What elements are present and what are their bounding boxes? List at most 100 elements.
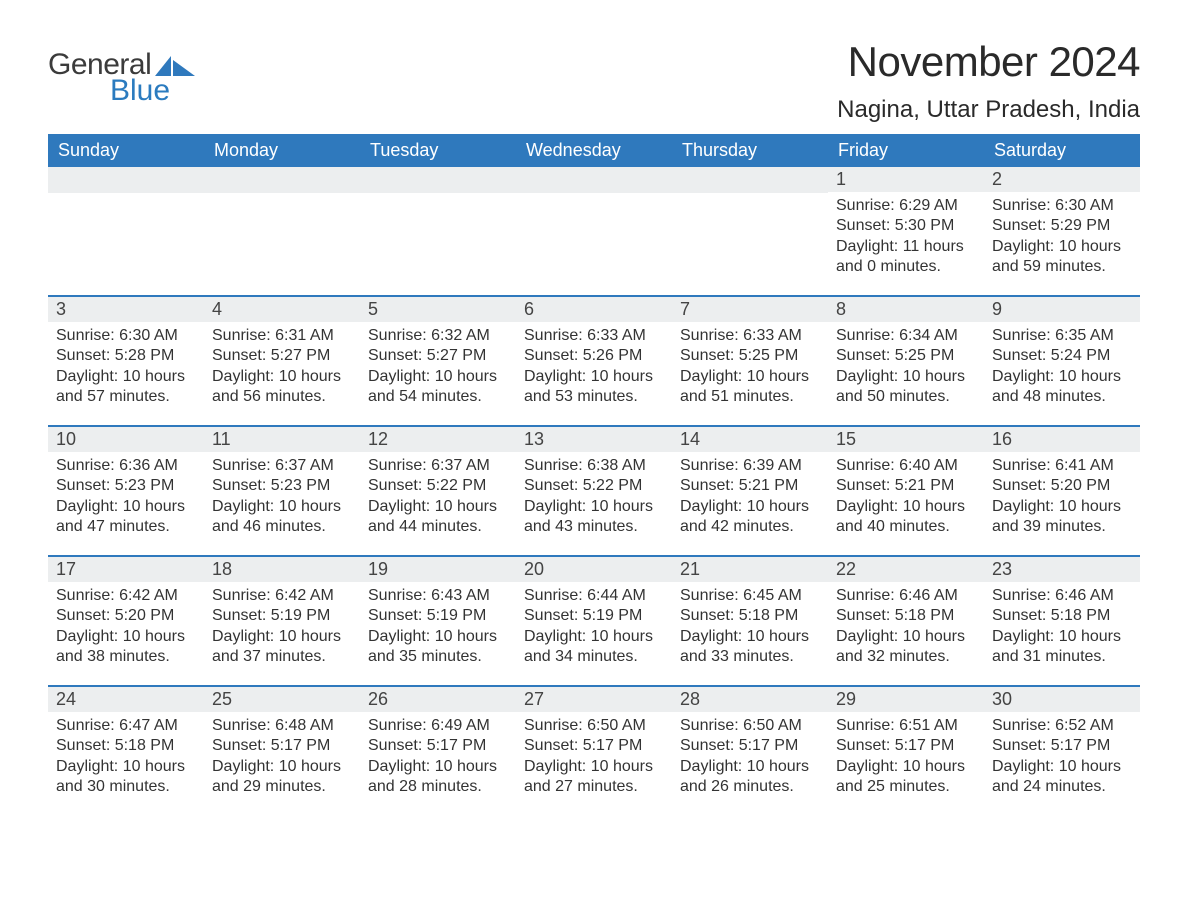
sunset-text: Sunset: 5:26 PM: [524, 346, 664, 366]
sunrise-text: Sunrise: 6:50 AM: [524, 716, 664, 736]
daylight-text: Daylight: 10 hours and 25 minutes.: [836, 757, 976, 798]
daylight-text: Daylight: 10 hours and 53 minutes.: [524, 367, 664, 408]
day-body: Sunrise: 6:33 AMSunset: 5:25 PMDaylight:…: [672, 322, 828, 416]
daylight-text: Daylight: 10 hours and 35 minutes.: [368, 627, 508, 668]
sunrise-text: Sunrise: 6:44 AM: [524, 586, 664, 606]
daylight-text: Daylight: 10 hours and 46 minutes.: [212, 497, 352, 538]
day-cell: 11Sunrise: 6:37 AMSunset: 5:23 PMDayligh…: [204, 427, 360, 555]
sunset-text: Sunset: 5:17 PM: [836, 736, 976, 756]
daylight-text: Daylight: 10 hours and 29 minutes.: [212, 757, 352, 798]
daylight-text: Daylight: 10 hours and 57 minutes.: [56, 367, 196, 408]
weekday-tuesday: Tuesday: [360, 134, 516, 167]
day-body: Sunrise: 6:35 AMSunset: 5:24 PMDaylight:…: [984, 322, 1140, 416]
day-number: 11: [204, 427, 360, 452]
sunset-text: Sunset: 5:22 PM: [524, 476, 664, 496]
day-number: 22: [828, 557, 984, 582]
week-row: 1Sunrise: 6:29 AMSunset: 5:30 PMDaylight…: [48, 167, 1140, 295]
day-number: 8: [828, 297, 984, 322]
sunset-text: Sunset: 5:25 PM: [836, 346, 976, 366]
daylight-text: Daylight: 10 hours and 38 minutes.: [56, 627, 196, 668]
weekday-monday: Monday: [204, 134, 360, 167]
daylight-text: Daylight: 10 hours and 59 minutes.: [992, 237, 1132, 278]
weekday-sunday: Sunday: [48, 134, 204, 167]
day-body: Sunrise: 6:37 AMSunset: 5:23 PMDaylight:…: [204, 452, 360, 546]
logo: General Blue: [48, 48, 195, 108]
daylight-text: Daylight: 10 hours and 30 minutes.: [56, 757, 196, 798]
day-number: 17: [48, 557, 204, 582]
day-cell: 16Sunrise: 6:41 AMSunset: 5:20 PMDayligh…: [984, 427, 1140, 555]
day-number: 28: [672, 687, 828, 712]
empty-day-bar: [516, 167, 672, 193]
sunrise-text: Sunrise: 6:38 AM: [524, 456, 664, 476]
day-body: Sunrise: 6:32 AMSunset: 5:27 PMDaylight:…: [360, 322, 516, 416]
daylight-text: Daylight: 10 hours and 28 minutes.: [368, 757, 508, 798]
sunrise-text: Sunrise: 6:40 AM: [836, 456, 976, 476]
sunrise-text: Sunrise: 6:49 AM: [368, 716, 508, 736]
day-cell: 23Sunrise: 6:46 AMSunset: 5:18 PMDayligh…: [984, 557, 1140, 685]
sunrise-text: Sunrise: 6:46 AM: [836, 586, 976, 606]
day-number: 5: [360, 297, 516, 322]
day-cell: 25Sunrise: 6:48 AMSunset: 5:17 PMDayligh…: [204, 687, 360, 815]
day-cell: 19Sunrise: 6:43 AMSunset: 5:19 PMDayligh…: [360, 557, 516, 685]
day-body: Sunrise: 6:34 AMSunset: 5:25 PMDaylight:…: [828, 322, 984, 416]
weekday-header: Sunday Monday Tuesday Wednesday Thursday…: [48, 134, 1140, 167]
day-cell: 3Sunrise: 6:30 AMSunset: 5:28 PMDaylight…: [48, 297, 204, 425]
sunrise-text: Sunrise: 6:37 AM: [368, 456, 508, 476]
daylight-text: Daylight: 10 hours and 33 minutes.: [680, 627, 820, 668]
sunrise-text: Sunrise: 6:33 AM: [524, 326, 664, 346]
daylight-text: Daylight: 10 hours and 43 minutes.: [524, 497, 664, 538]
day-cell: 20Sunrise: 6:44 AMSunset: 5:19 PMDayligh…: [516, 557, 672, 685]
sunrise-text: Sunrise: 6:34 AM: [836, 326, 976, 346]
day-number: 20: [516, 557, 672, 582]
daylight-text: Daylight: 10 hours and 32 minutes.: [836, 627, 976, 668]
day-body: Sunrise: 6:39 AMSunset: 5:21 PMDaylight:…: [672, 452, 828, 546]
day-cell: [672, 167, 828, 295]
empty-day-bar: [672, 167, 828, 193]
day-cell: 5Sunrise: 6:32 AMSunset: 5:27 PMDaylight…: [360, 297, 516, 425]
sunrise-text: Sunrise: 6:42 AM: [212, 586, 352, 606]
daylight-text: Daylight: 10 hours and 24 minutes.: [992, 757, 1132, 798]
sunrise-text: Sunrise: 6:48 AM: [212, 716, 352, 736]
day-body: Sunrise: 6:30 AMSunset: 5:29 PMDaylight:…: [984, 192, 1140, 286]
sunset-text: Sunset: 5:20 PM: [992, 476, 1132, 496]
sunrise-text: Sunrise: 6:42 AM: [56, 586, 196, 606]
sunrise-text: Sunrise: 6:32 AM: [368, 326, 508, 346]
daylight-text: Daylight: 10 hours and 27 minutes.: [524, 757, 664, 798]
sunset-text: Sunset: 5:17 PM: [368, 736, 508, 756]
day-number: 24: [48, 687, 204, 712]
day-body: Sunrise: 6:49 AMSunset: 5:17 PMDaylight:…: [360, 712, 516, 806]
week-row: 10Sunrise: 6:36 AMSunset: 5:23 PMDayligh…: [48, 425, 1140, 555]
weekday-wednesday: Wednesday: [516, 134, 672, 167]
day-number: 3: [48, 297, 204, 322]
day-cell: 28Sunrise: 6:50 AMSunset: 5:17 PMDayligh…: [672, 687, 828, 815]
daylight-text: Daylight: 10 hours and 31 minutes.: [992, 627, 1132, 668]
sunset-text: Sunset: 5:25 PM: [680, 346, 820, 366]
day-body: Sunrise: 6:41 AMSunset: 5:20 PMDaylight:…: [984, 452, 1140, 546]
day-number: 23: [984, 557, 1140, 582]
day-cell: 2Sunrise: 6:30 AMSunset: 5:29 PMDaylight…: [984, 167, 1140, 295]
sunset-text: Sunset: 5:19 PM: [212, 606, 352, 626]
day-cell: 22Sunrise: 6:46 AMSunset: 5:18 PMDayligh…: [828, 557, 984, 685]
day-cell: 26Sunrise: 6:49 AMSunset: 5:17 PMDayligh…: [360, 687, 516, 815]
title-block: November 2024 Nagina, Uttar Pradesh, Ind…: [837, 38, 1140, 124]
daylight-text: Daylight: 10 hours and 56 minutes.: [212, 367, 352, 408]
sunset-text: Sunset: 5:18 PM: [680, 606, 820, 626]
sunset-text: Sunset: 5:18 PM: [56, 736, 196, 756]
day-body: Sunrise: 6:52 AMSunset: 5:17 PMDaylight:…: [984, 712, 1140, 806]
week-row: 17Sunrise: 6:42 AMSunset: 5:20 PMDayligh…: [48, 555, 1140, 685]
day-body: Sunrise: 6:38 AMSunset: 5:22 PMDaylight:…: [516, 452, 672, 546]
day-body: Sunrise: 6:43 AMSunset: 5:19 PMDaylight:…: [360, 582, 516, 676]
day-number: 1: [828, 167, 984, 192]
day-body: Sunrise: 6:46 AMSunset: 5:18 PMDaylight:…: [984, 582, 1140, 676]
sunrise-text: Sunrise: 6:36 AM: [56, 456, 196, 476]
day-body: Sunrise: 6:50 AMSunset: 5:17 PMDaylight:…: [672, 712, 828, 806]
sunrise-text: Sunrise: 6:45 AM: [680, 586, 820, 606]
day-cell: 6Sunrise: 6:33 AMSunset: 5:26 PMDaylight…: [516, 297, 672, 425]
day-number: 9: [984, 297, 1140, 322]
weekday-thursday: Thursday: [672, 134, 828, 167]
day-number: 27: [516, 687, 672, 712]
day-number: 2: [984, 167, 1140, 192]
sunset-text: Sunset: 5:27 PM: [368, 346, 508, 366]
day-cell: 18Sunrise: 6:42 AMSunset: 5:19 PMDayligh…: [204, 557, 360, 685]
day-body: Sunrise: 6:42 AMSunset: 5:19 PMDaylight:…: [204, 582, 360, 676]
